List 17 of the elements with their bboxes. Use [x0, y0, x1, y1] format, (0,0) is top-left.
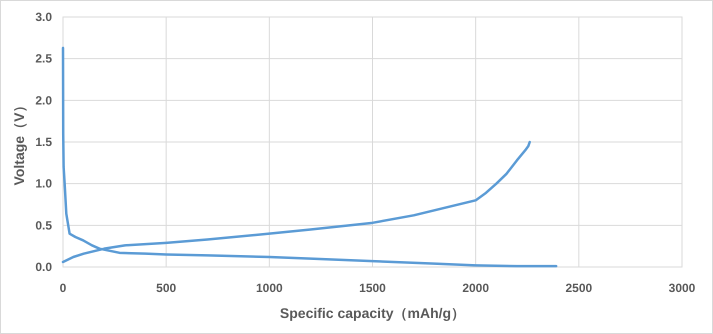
y-tick-label: 2.5 [35, 52, 52, 66]
y-tick-label: 0.5 [35, 218, 52, 232]
y-tick-label: 1.5 [35, 135, 52, 149]
x-tick-label: 500 [156, 281, 176, 295]
y-tick-label: 3.0 [35, 10, 52, 24]
y-tick-label: 1.0 [35, 176, 52, 191]
x-tick-label: 3000 [668, 281, 696, 295]
y-tick-label: 2.0 [35, 93, 52, 108]
x-tick-label: 2000 [462, 281, 490, 295]
x-tick-label: 1000 [256, 281, 284, 295]
x-tick-label: 0 [60, 281, 67, 295]
y-axis-title: Voltage（V） [11, 98, 27, 186]
x-tick-label: 1500 [359, 281, 386, 295]
x-tick-label: 2500 [565, 281, 593, 295]
x-axis-title: Specific capacity（mAh/g） [280, 305, 466, 321]
line-series [62, 46, 558, 268]
y-tick-label: 0.0 [35, 260, 52, 274]
